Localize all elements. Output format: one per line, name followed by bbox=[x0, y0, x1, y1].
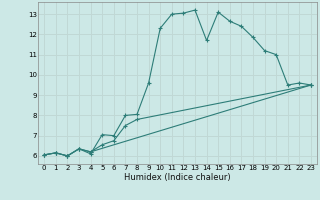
X-axis label: Humidex (Indice chaleur): Humidex (Indice chaleur) bbox=[124, 173, 231, 182]
